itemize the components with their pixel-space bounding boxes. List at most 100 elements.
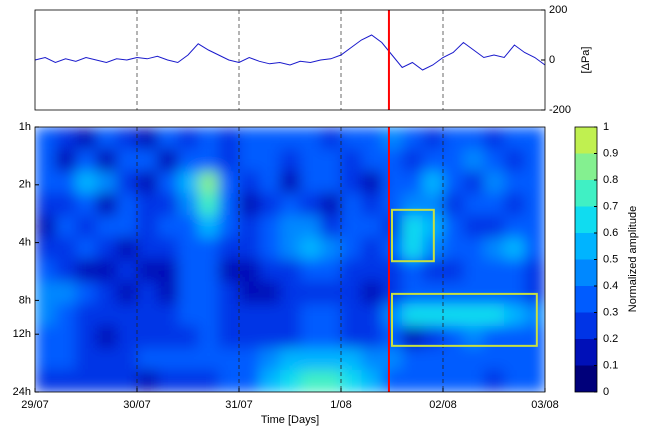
x-axis-label: Time [Days]: [261, 414, 319, 426]
heatmap-cell: [300, 171, 322, 194]
heatmap-cell: [35, 193, 56, 216]
heatmap-cell: [524, 127, 545, 150]
colorbar-tick-label: 0.8: [603, 174, 618, 186]
heatmap-cell: [75, 259, 97, 283]
x-tick-label: 02/08: [429, 399, 457, 411]
heatmap-cell: [483, 171, 505, 194]
heatmap-cell: [320, 171, 342, 194]
y-axis-label: [ΔPa]: [580, 47, 592, 74]
heatmap-cell: [75, 215, 97, 238]
heatmap-cell: [157, 303, 179, 327]
heatmap-cell: [137, 347, 158, 371]
heatmap-cell: [463, 325, 485, 349]
heatmap-cell: [341, 325, 362, 349]
heatmap: [35, 127, 545, 392]
heatmap-cells: [35, 127, 545, 392]
heatmap-cell: [504, 171, 526, 194]
heatmap-cell: [341, 171, 362, 194]
heatmap-cell: [259, 149, 281, 172]
heatmap-cell: [96, 237, 118, 260]
heatmap-cell: [198, 281, 220, 305]
heatmap-cell: [157, 281, 179, 305]
heatmap-cell: [96, 369, 118, 392]
heatmap-cell: [463, 281, 485, 305]
heatmap-cell: [402, 127, 424, 150]
colorbar-tick-label: 0.4: [603, 280, 618, 292]
highlight-box: [391, 208, 435, 263]
heatmap-cell: [361, 215, 383, 238]
heatmap-cell: [524, 149, 545, 172]
heatmap-cell: [483, 259, 505, 283]
heatmap-cell: [137, 281, 158, 305]
heatmap-cell: [116, 325, 138, 349]
heatmap-cell: [463, 259, 485, 283]
heatmap-cell: [177, 303, 199, 327]
heatmap-cell: [300, 303, 322, 327]
heatmap-cell: [361, 325, 383, 349]
heatmap-cell: [96, 259, 118, 283]
heatmap-cell: [300, 259, 322, 283]
heatmap-cell: [157, 237, 179, 260]
heatmap-cell: [198, 237, 220, 260]
heatmap-cell: [402, 281, 424, 305]
colorbar-band: [575, 206, 597, 233]
heatmap-cell: [443, 369, 464, 392]
heatmap-cell: [137, 215, 158, 238]
colorbar-band: [575, 233, 597, 260]
heatmap-cell: [402, 369, 424, 392]
heatmap-cell: [483, 347, 505, 371]
heatmap-cell: [300, 325, 322, 349]
colorbar-tick-label: 0.1: [603, 359, 618, 371]
heatmap-cell: [279, 215, 301, 238]
heatmap-cell: [137, 259, 158, 283]
heatmap-cell: [198, 259, 220, 283]
heatmap-cell: [300, 281, 322, 305]
heatmap-cell: [443, 325, 464, 349]
heatmap-cell: [198, 369, 220, 392]
y-tick-label: 12h: [13, 328, 31, 340]
heatmap-cell: [443, 237, 464, 260]
heatmap-cell: [422, 171, 444, 194]
heatmap-cell: [504, 215, 526, 238]
colorbar-band: [575, 127, 597, 154]
heatmap-cell: [259, 171, 281, 194]
heatmap-cell: [504, 237, 526, 260]
heatmap-cell: [483, 303, 505, 327]
heatmap-cell: [259, 237, 281, 260]
colorbar-tick-label: 0.7: [603, 200, 618, 212]
heatmap-cell: [361, 303, 383, 327]
heatmap-cell: [177, 369, 199, 392]
heatmap-cell: [239, 281, 260, 305]
heatmap-cell: [96, 303, 118, 327]
heatmap-cell: [341, 369, 362, 392]
heatmap-cell: [116, 149, 138, 172]
heatmap-cell: [177, 215, 199, 238]
heatmap-cell: [55, 215, 77, 238]
heatmap-cell: [279, 259, 301, 283]
heatmap-cell: [55, 237, 77, 260]
heatmap-cell: [341, 303, 362, 327]
heatmap-cell: [259, 127, 281, 150]
heatmap-cell: [75, 149, 97, 172]
heatmap-cell: [504, 325, 526, 349]
heatmap-cell: [157, 127, 179, 150]
heatmap-cell: [157, 215, 179, 238]
heatmap-cell: [239, 149, 260, 172]
colorbar-band: [575, 286, 597, 313]
heatmap-cell: [463, 149, 485, 172]
heatmap-cell: [320, 215, 342, 238]
heatmap-cell: [320, 325, 342, 349]
heatmap-cell: [341, 259, 362, 283]
heatmap-cell: [218, 193, 240, 216]
heatmap-cell: [443, 127, 464, 150]
heatmap-cell: [504, 193, 526, 216]
heatmap-cell: [381, 171, 403, 194]
heatmap-cell: [341, 347, 362, 371]
heatmap-cell: [463, 193, 485, 216]
x-tick-label: 29/07: [21, 399, 49, 411]
colorbar-tick-label: 0: [603, 386, 609, 398]
heatmap-cell: [239, 171, 260, 194]
heatmap-cell: [524, 259, 545, 283]
heatmap-cell: [55, 193, 77, 216]
